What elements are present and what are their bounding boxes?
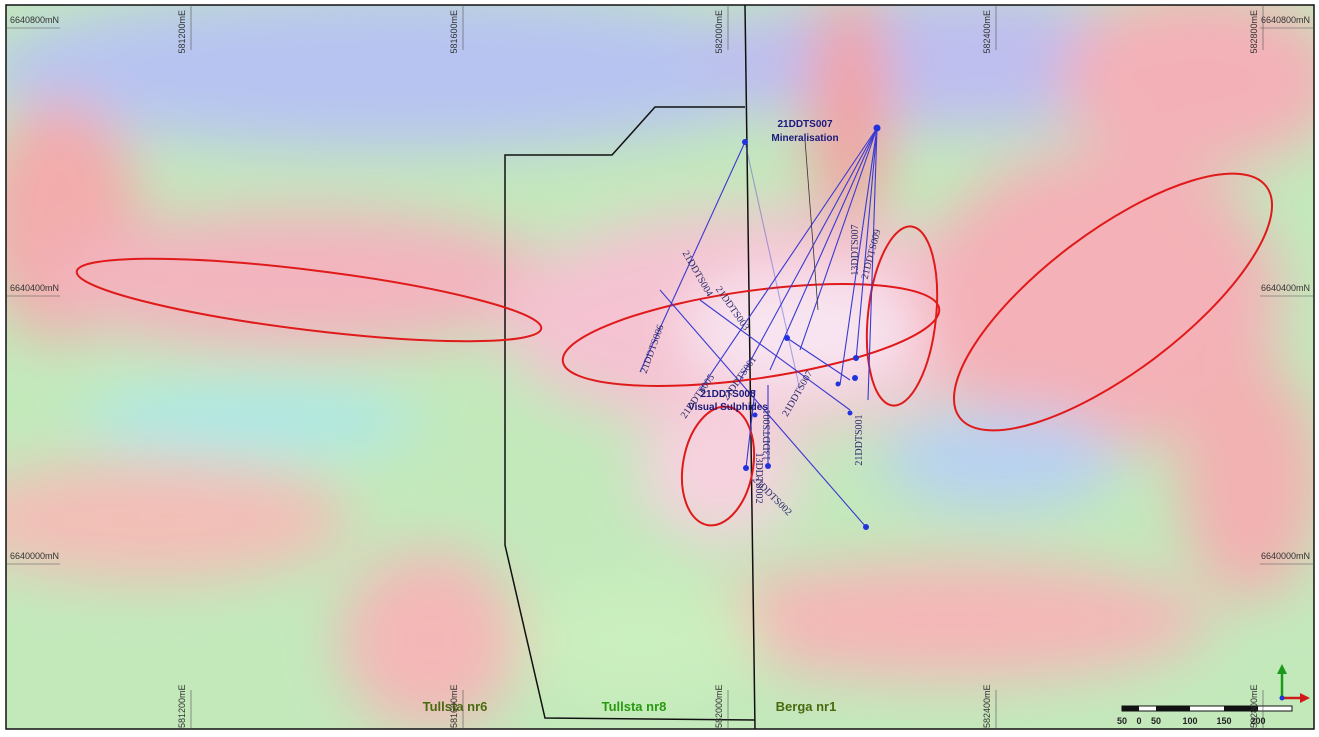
scale-label: 50 [1117, 716, 1127, 726]
annotation-title: 21DDTS007 [777, 119, 832, 130]
scale-label: 50 [1151, 716, 1161, 726]
easting-label: 581200mE [177, 10, 187, 54]
tenement-label: Tullsta nr8 [602, 699, 667, 714]
drill-hole-label: 13DDTS007 [850, 224, 861, 275]
easting-label: 581600mE [449, 10, 459, 54]
target-ellipses [75, 172, 1274, 527]
northing-label: 6640400mN [10, 283, 59, 293]
easting-label: 582800mE [1249, 684, 1259, 728]
northing-label: 6640800mN [10, 15, 59, 25]
northing-label: 6640000mN [1261, 551, 1310, 561]
easting-label: 581200mE [177, 684, 187, 728]
tenement-label: Berga nr1 [776, 699, 837, 714]
annotation-subtitle: Visual Sulphides [688, 402, 768, 413]
axis-triad [1277, 664, 1310, 703]
drill-hole-label: 21DDTS001 [854, 414, 865, 465]
drill-traces [639, 127, 878, 528]
easting-label: 582800mE [1249, 10, 1259, 54]
easting-label: 582400mE [982, 684, 992, 728]
map-frame [5, 4, 1315, 730]
scale-label: 100 [1182, 716, 1197, 726]
scale-bar [1121, 705, 1293, 712]
northing-label: 6640000mN [10, 551, 59, 561]
northing-label: 6640800mN [1261, 15, 1310, 25]
tenement-boundaries [504, 4, 756, 730]
scale-label: 150 [1216, 716, 1231, 726]
scale-label: 200 [1250, 716, 1265, 726]
tenement-label: Tullsta nr6 [423, 699, 488, 714]
annotation-subtitle: Mineralisation [771, 133, 838, 144]
easting-label: 582000mE [714, 684, 724, 728]
drill-hole-label: 13DDTS001 [762, 409, 773, 460]
collars [742, 124, 881, 530]
northing-label: 6640400mN [1261, 283, 1310, 293]
annotation-title: 21DDTS008 [700, 389, 755, 400]
easting-label: 581600mE [449, 684, 459, 728]
easting-label: 582000mE [714, 10, 724, 54]
scale-label: 0 [1136, 716, 1141, 726]
easting-label: 582400mE [982, 10, 992, 54]
drill-hole-label: 13DDTS002 [753, 452, 764, 503]
